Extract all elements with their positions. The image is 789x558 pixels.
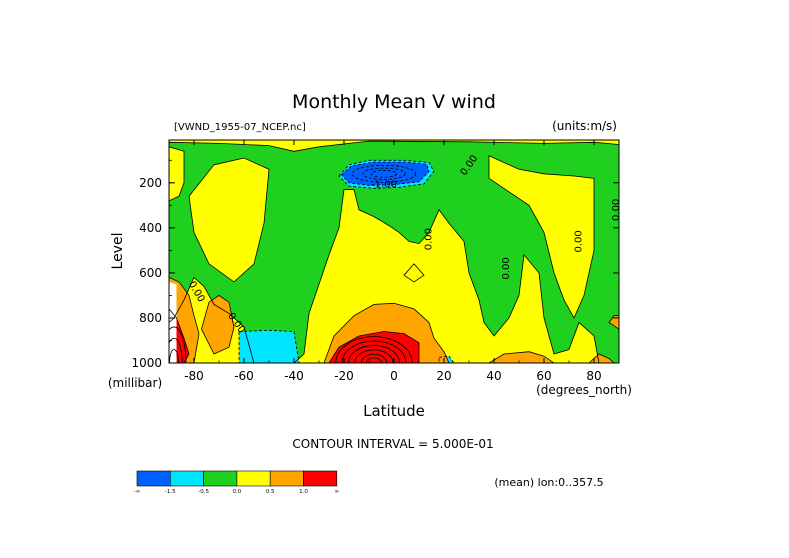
contour-line-10 (323, 302, 450, 363)
contour-label-5: 0.00 (611, 199, 622, 221)
contour-line-7 (340, 161, 430, 186)
contour-line-14 (588, 353, 615, 363)
x-tick-label-2: -40 (284, 369, 304, 383)
y-tick-label-2: 600 (139, 266, 162, 280)
x-tick-label-3: -20 (334, 369, 354, 383)
mean-label: (mean) lon:0..357.5 (494, 476, 603, 489)
y-axis: 200 400 600 800 1000 (131, 159, 619, 370)
colorbar-swatch-2 (203, 470, 238, 487)
contour-inner-sp-0 (169, 326, 187, 363)
region-orange-12 (201, 295, 234, 354)
colorbar-label-end: ∞ (335, 489, 340, 495)
contour-line-17 (169, 308, 190, 363)
region-missing (169, 281, 177, 363)
colorbar-swatch-0 (136, 470, 171, 487)
contour-label-1: -1.00 (371, 179, 397, 190)
contour-line-4 (169, 146, 185, 202)
contour-line-6 (338, 159, 435, 189)
y-tick-label-4: 1000 (131, 356, 162, 370)
contour-inner-sp-1 (169, 337, 183, 363)
contour-line-3 (488, 155, 595, 319)
y-axis-label: Level (110, 233, 126, 270)
contour-inner-low-2 (370, 170, 398, 178)
region-yellow-3 (489, 155, 594, 318)
colorbar-swatch-3 (236, 470, 271, 487)
contour-line-11 (169, 276, 200, 363)
x-axis-label: Latitude (363, 402, 425, 420)
chart-title: Monthly Mean V wind (292, 91, 496, 113)
colorbar-swatch-1 (170, 470, 204, 487)
colorbar: -∞ -1.5 -0.5 0.0 0.5 1.0 ∞ (134, 470, 340, 495)
colorbar-label-5: 1.0 (299, 489, 308, 495)
colorbar-label-3: 0.0 (233, 489, 242, 495)
contour-inner-sp-2 (169, 349, 179, 363)
contour-line-15 (608, 315, 619, 330)
contour-interval-label: CONTOUR INTERVAL = 5.000E-01 (292, 437, 493, 451)
region-yellow-2 (189, 158, 269, 282)
colorbar-swatch-4 (269, 470, 304, 487)
contour-line-2 (188, 157, 270, 283)
y-tick-label-3: 800 (139, 311, 162, 325)
contour-line-9 (438, 355, 455, 363)
contour-line-1 (169, 140, 619, 363)
x-axis: -80 -60 -40 -20 0 20 40 60 80 (168, 140, 620, 383)
colorbar-label-4: 0.5 (266, 489, 275, 495)
contour-line-16 (328, 331, 420, 363)
colorbar-label-1: -1.5 (165, 489, 176, 495)
contour-inner-low-1 (362, 167, 406, 180)
x-unit-label: (degrees_north) (536, 383, 632, 397)
contour-label-4: 0.00 (574, 230, 585, 252)
x-tick-label-4: 0 (390, 369, 398, 383)
dataset-label: [VWND_1955-07_NCEP.nc] (174, 122, 306, 133)
x-tick-label-1: -60 (234, 369, 254, 383)
contour-label-3: 0.00 (501, 257, 512, 279)
contour-inner-high-5 (365, 357, 383, 363)
x-tick-label-0: -80 (184, 369, 204, 383)
contour-line-12 (201, 294, 235, 355)
y-unit-label: (millibar) (108, 376, 162, 390)
region-orange-15 (609, 315, 619, 330)
x-tick-label-8: 80 (586, 369, 601, 383)
units-label: (units:m/s) (552, 119, 617, 133)
region-yellow-5 (404, 263, 424, 282)
region-green-1 (169, 141, 619, 363)
colorbar-label-0: -∞ (134, 489, 141, 495)
region-yellow-4 (169, 146, 184, 201)
contour-line-5 (403, 263, 425, 283)
x-tick-label-7: 60 (536, 369, 551, 383)
contour-label-2: 0.00 (424, 228, 435, 250)
colorbar-swatch-5 (303, 470, 338, 487)
contour-inner-low-0 (351, 164, 417, 183)
y-tick-label-0: 200 (139, 176, 162, 190)
plot-area (169, 140, 619, 363)
colorbar-label-2: -0.5 (198, 489, 209, 495)
y-tick-label-1: 400 (139, 221, 162, 235)
x-tick-label-6: 40 (486, 369, 501, 383)
contour-line-13 (488, 351, 555, 363)
x-tick-label-5: 20 (436, 369, 451, 383)
region-orange-14 (589, 354, 614, 363)
region-cyan-8 (239, 330, 299, 363)
contour-line-8 (238, 329, 300, 363)
